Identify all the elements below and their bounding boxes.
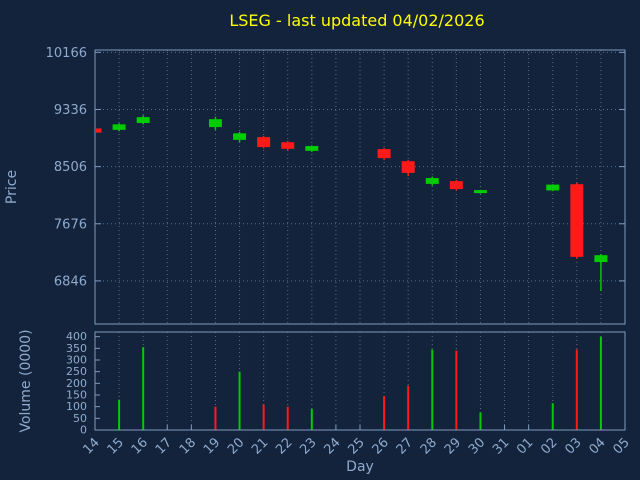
candle-body <box>449 181 463 190</box>
candle-body <box>377 149 391 159</box>
chart-title: LSEG - last updated 04/02/2026 <box>229 11 484 30</box>
price-tick-label: 8506 <box>54 160 87 175</box>
volume-tick-label: 150 <box>66 389 87 402</box>
candle-body <box>208 119 222 128</box>
volume-tick-label: 300 <box>66 354 87 367</box>
candle-body <box>594 255 608 263</box>
candle-body <box>281 142 295 149</box>
candle-body <box>425 178 439 184</box>
price-tick-labels: 6846 7676 8506 9336 10166 <box>46 46 625 289</box>
day-tick-label: 27 <box>394 435 416 457</box>
plot-layer: 6846767685069336101660501001502002503003… <box>46 46 633 458</box>
candle-body <box>546 184 560 191</box>
day-tick-label: 24 <box>321 435 343 457</box>
day-tick-label: 22 <box>273 435 295 457</box>
day-tick-label: 14 <box>81 435 103 457</box>
volume-tick-label: 400 <box>66 330 87 343</box>
candle-body <box>473 190 487 194</box>
day-tick-label: 01 <box>514 435 536 457</box>
candle-body <box>305 146 319 151</box>
day-tick-label: 05 <box>611 435 633 457</box>
candle-body <box>112 124 126 130</box>
day-tick-label: 02 <box>538 435 560 457</box>
volume-tick-label: 250 <box>66 365 87 378</box>
day-tick-label: 17 <box>153 435 175 457</box>
price-tick-label: 6846 <box>54 274 87 289</box>
candle-body <box>136 117 150 123</box>
day-tick-label: 20 <box>225 435 247 457</box>
grid-lines <box>94 50 626 430</box>
day-tick-label: 16 <box>129 435 151 457</box>
price-axis-label: Price <box>4 170 20 204</box>
day-tick-label: 30 <box>466 435 488 457</box>
day-tick-label: 31 <box>490 435 512 457</box>
day-tick-label: 23 <box>297 435 319 457</box>
price-tick-label: 7676 <box>54 217 87 232</box>
candle-body <box>401 161 415 173</box>
price-panel-frame <box>94 49 626 325</box>
volume-bars <box>118 336 602 430</box>
volume-axis-label: Volume (0000) <box>18 329 34 432</box>
day-tick-label: 29 <box>442 435 464 457</box>
day-tick-label: 15 <box>105 435 127 457</box>
volume-tick-label: 350 <box>66 342 87 355</box>
volume-tick-label: 100 <box>66 400 87 413</box>
candle-body <box>233 133 247 140</box>
day-tick-label: 03 <box>562 435 584 457</box>
candle-body <box>570 184 584 257</box>
candle-body <box>257 137 271 148</box>
candles <box>95 115 608 291</box>
day-tick-label: 26 <box>370 435 392 457</box>
price-tick-label: 9336 <box>54 103 87 118</box>
day-tick-label: 28 <box>418 435 440 457</box>
price-tick-label: 10166 <box>46 46 87 61</box>
volume-tick-label: 200 <box>66 377 87 390</box>
day-tick-label: 21 <box>249 435 271 457</box>
volume-tick-label: 50 <box>73 412 87 425</box>
day-tick-label: 18 <box>177 435 199 457</box>
volume-tick-label: 0 <box>80 424 87 437</box>
x-axis-label: Day <box>346 459 374 475</box>
candle-body <box>95 128 102 133</box>
day-tick-label: 25 <box>346 435 368 457</box>
day-tick-label: 19 <box>201 435 223 457</box>
day-tick-label: 04 <box>586 435 608 457</box>
